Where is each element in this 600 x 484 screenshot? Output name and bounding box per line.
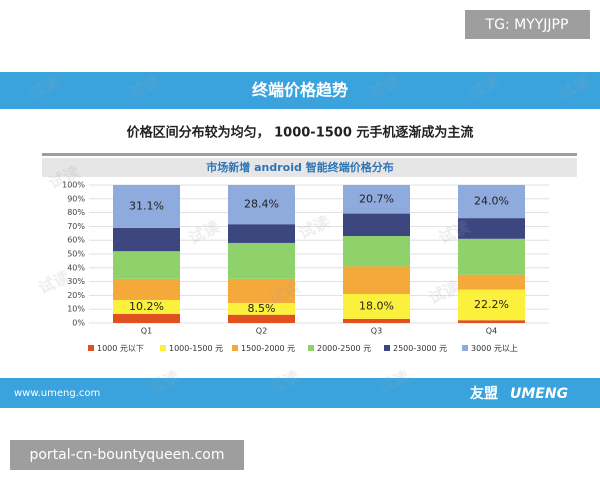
bar-segment (343, 213, 410, 237)
value-label: 31.1% (129, 199, 164, 212)
slide-title: 终端价格趋势 (252, 81, 348, 100)
footer-site: portal-cn-bountyqueen.com (29, 447, 224, 463)
bar-segment (113, 278, 180, 300)
value-label: 8.5% (248, 302, 276, 315)
bar-segment (228, 185, 295, 225)
legend-label: 1000-1500 元 (169, 344, 223, 353)
y-tick-label: 10% (67, 305, 85, 314)
separator (42, 153, 577, 156)
legend-swatch (462, 345, 468, 351)
x-tick-label: Q3 (371, 327, 382, 336)
value-label: 20.7% (359, 192, 394, 205)
legend-label: 2000-2500 元 (317, 344, 371, 353)
footer-url: www.umeng.com (14, 388, 100, 399)
legend-swatch (88, 345, 94, 351)
watermark: 试读 (186, 217, 223, 248)
legend-swatch (160, 345, 166, 351)
x-tick-label: Q1 (141, 327, 152, 336)
y-tick-label: 0% (72, 319, 85, 328)
bar-segment (113, 299, 180, 315)
bar-segment (458, 185, 525, 219)
y-tick-label: 30% (67, 277, 85, 286)
x-tick-label: Q4 (486, 327, 497, 336)
bar-segment (228, 302, 295, 315)
y-tick-label: 90% (67, 194, 85, 203)
brand: 友盟 (470, 385, 498, 402)
y-tick-label: 50% (67, 250, 85, 259)
legend-label: 1500-2000 元 (241, 344, 295, 353)
y-tick-label: 70% (67, 222, 85, 231)
value-label: 24.0% (474, 195, 509, 208)
bar-segment (228, 278, 295, 303)
bar-segment (228, 224, 295, 243)
value-label: 22.2% (474, 298, 509, 311)
watermark: 试读 (296, 212, 333, 243)
bar-segment (343, 185, 410, 214)
bar-segment (113, 185, 180, 228)
bar-segment (343, 236, 410, 267)
bar-segment (458, 320, 525, 323)
bar-segment (113, 314, 180, 323)
y-tick-label: 60% (67, 236, 85, 245)
y-tick-label: 80% (67, 208, 85, 217)
bar-segment (458, 218, 525, 239)
legend-label: 1000 元以下 (97, 344, 144, 353)
y-tick-label: 20% (67, 291, 85, 300)
plot: 0% 10% 20% 30% 40% 50% 60% 70% 80% 90% 100% 10.2% 31… (62, 181, 549, 353)
bar-segment (458, 238, 525, 275)
y-tick-label: 40% (67, 263, 85, 272)
bar-segment (343, 294, 410, 319)
value-label: 28.4% (244, 198, 279, 211)
chart-title: 市场新增 android 智能终端价格分布 (206, 160, 393, 174)
legend-swatch (308, 345, 314, 351)
bar-segment (113, 227, 180, 252)
value-label: 18.0% (359, 299, 394, 312)
tag: TG: MYYJJPP (485, 17, 569, 33)
legend-label: 3000 元以上 (471, 344, 518, 353)
footer-band (0, 378, 600, 408)
site-box (10, 440, 244, 470)
bar-segment (458, 274, 525, 290)
brand-en: UMENG (510, 386, 568, 402)
chart-header (42, 158, 577, 177)
legend-label: 2500-3000 元 (393, 344, 447, 353)
tag-box (465, 10, 590, 39)
x-tick-label: Q2 (256, 327, 267, 336)
bar-segment (458, 289, 525, 321)
bar-segment (228, 242, 295, 279)
legend-swatch (232, 345, 238, 351)
title-band (0, 72, 600, 109)
y-tick-label: 100% (62, 181, 85, 190)
bar-segment (228, 314, 295, 323)
bar-segment (343, 318, 410, 323)
slide-subtitle: 价格区间分布较为均匀， 1000-1500 元手机逐渐成为主流 (127, 125, 474, 141)
bar-segment (343, 266, 410, 295)
legend-swatch (384, 345, 390, 351)
value-label: 10.2% (129, 300, 164, 313)
bar-segment (113, 251, 180, 279)
